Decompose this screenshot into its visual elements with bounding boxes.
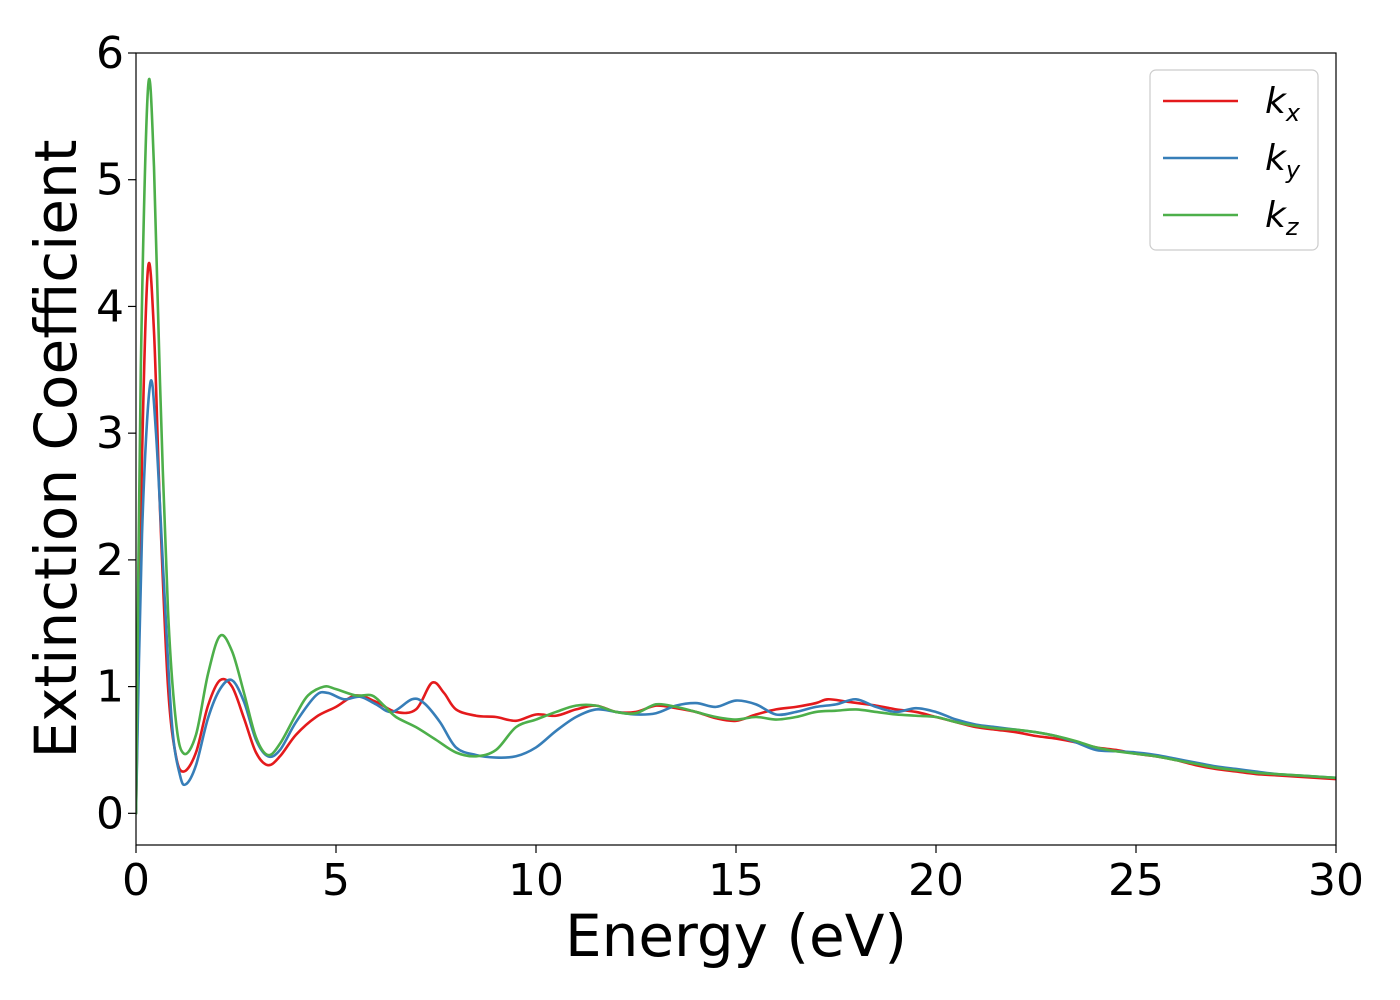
legend-box bbox=[1149, 69, 1319, 251]
y-tick-label: 2 bbox=[96, 535, 124, 586]
legend-label-k-x: kx bbox=[1265, 81, 1301, 127]
y-axis-title: Extinction Coefficient bbox=[22, 140, 90, 759]
y-axis-ticks: 0 1 2 3 4 5 6 bbox=[96, 28, 136, 839]
series-line-k-z bbox=[136, 77, 1336, 815]
x-tick-label: 10 bbox=[508, 855, 564, 906]
x-tick-label: 20 bbox=[908, 855, 964, 906]
legend-label-k-y: ky bbox=[1265, 138, 1301, 184]
x-tick-label: 30 bbox=[1308, 855, 1364, 906]
x-tick-label: 15 bbox=[708, 855, 764, 906]
legend: kx ky kz bbox=[1149, 69, 1319, 251]
x-axis-title: Energy (eV) bbox=[565, 902, 907, 970]
x-tick-label: 25 bbox=[1108, 855, 1164, 906]
y-tick-label: 1 bbox=[96, 662, 124, 713]
legend-label-k-z: kz bbox=[1265, 195, 1300, 241]
y-tick-label: 6 bbox=[96, 28, 124, 79]
y-tick-label: 3 bbox=[96, 408, 124, 459]
y-tick-label: 0 bbox=[96, 788, 124, 839]
y-tick-label: 4 bbox=[96, 281, 124, 332]
x-tick-label: 0 bbox=[122, 855, 150, 906]
x-axis-ticks: 0 5 10 15 20 25 30 bbox=[122, 845, 1364, 906]
x-tick-label: 5 bbox=[322, 855, 350, 906]
series-lines bbox=[136, 77, 1336, 815]
y-tick-label: 5 bbox=[96, 155, 124, 206]
